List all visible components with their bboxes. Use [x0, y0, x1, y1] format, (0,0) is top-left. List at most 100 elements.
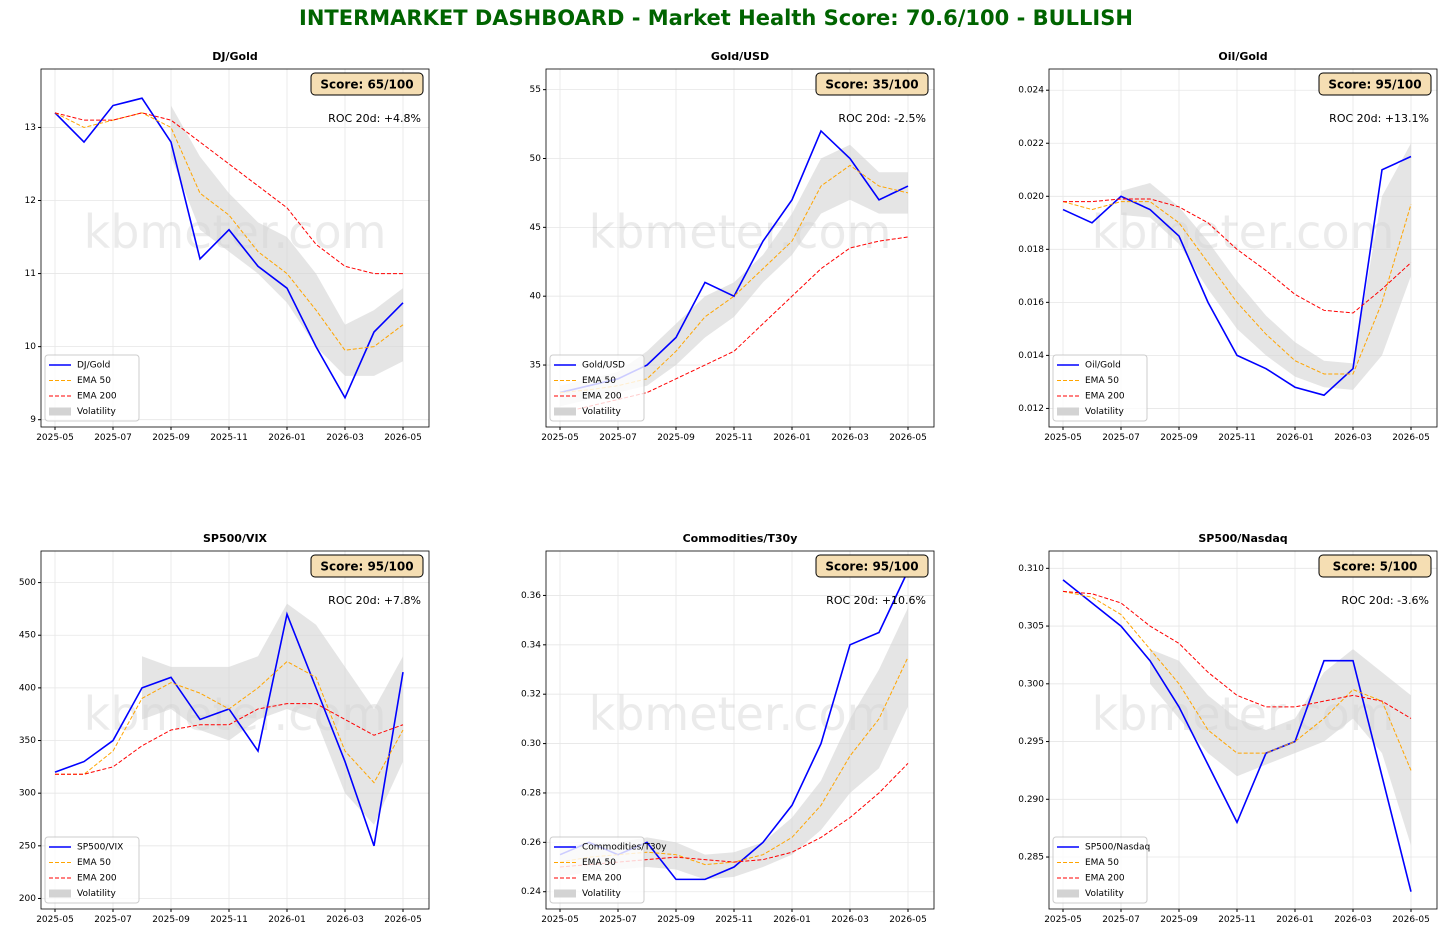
x-tick-label: 2026-03	[326, 915, 364, 925]
series-line	[55, 660, 404, 784]
x-tick-label: 2025-07	[94, 433, 132, 443]
series-line	[55, 703, 404, 775]
y-tick-label: 0.295	[1018, 737, 1044, 747]
legend-swatch	[49, 889, 71, 898]
y-tick-label: 45	[530, 223, 541, 233]
y-tick-label: 40	[530, 292, 542, 302]
x-tick-label: 2026-03	[326, 433, 364, 443]
y-tick-label: 11	[25, 269, 36, 279]
roc-annotation: ROC 20d: +10.6%	[826, 594, 926, 607]
legend-label: Volatility	[582, 407, 622, 417]
x-tick-label: 2025-05	[541, 433, 579, 443]
x-tick-label: 2026-05	[1392, 433, 1430, 443]
legend-label: Volatility	[1085, 889, 1125, 899]
series-line	[1062, 590, 1412, 719]
y-tick-label: 0.24	[521, 887, 541, 897]
x-tick-label: 2026-03	[1334, 433, 1372, 443]
volatility-band	[171, 105, 403, 376]
y-tick-label: 350	[19, 736, 36, 746]
score-box	[1318, 72, 1432, 96]
y-tick-label: 12	[25, 196, 36, 206]
series-line	[1062, 201, 1412, 375]
watermark: kbmeter.com	[589, 205, 892, 259]
y-tick-label: 400	[19, 683, 36, 693]
legend-box	[44, 354, 140, 422]
y-tick-label: 0.012	[1018, 404, 1044, 414]
legend-label: EMA 200	[77, 874, 117, 884]
subplot-title: DJ/Gold	[212, 50, 257, 63]
legend-label: DJ/Gold	[77, 361, 110, 371]
score-label: Score: 95/100	[825, 560, 918, 574]
y-tick-label: 0.016	[1018, 298, 1044, 308]
y-tick-label: 300	[19, 789, 36, 799]
legend-label: Volatility	[77, 407, 117, 417]
x-tick-label: 2025-07	[1102, 433, 1140, 443]
volatility-band	[142, 603, 403, 825]
series-line	[559, 164, 909, 394]
y-tick-label: 0.26	[521, 838, 541, 848]
x-tick-label: 2026-03	[1334, 915, 1372, 925]
roc-annotation: ROC 20d: +13.1%	[1329, 112, 1429, 125]
x-tick-label: 2026-05	[384, 433, 422, 443]
legend-label: Volatility	[582, 889, 622, 899]
x-tick-label: 2025-11	[715, 915, 753, 925]
x-tick-label: 2026-01	[1276, 433, 1314, 443]
subplot-title: Gold/USD	[711, 50, 769, 63]
x-tick-label: 2025-07	[599, 915, 637, 925]
plot-frame	[40, 68, 430, 428]
x-tick-label: 2025-11	[1218, 915, 1256, 925]
x-tick-label: 2025-05	[541, 915, 579, 925]
x-tick-label: 2026-05	[889, 915, 927, 925]
x-tick-label: 2025-07	[599, 433, 637, 443]
series-line	[1062, 579, 1412, 892]
legend-label: EMA 50	[77, 858, 111, 868]
legend-label: EMA 50	[1085, 376, 1119, 386]
score-label: Score: 65/100	[320, 78, 413, 92]
x-tick-label: 2025-09	[1160, 915, 1198, 925]
subplot: Gold/USD 35 40 45 50 55 2025-05 2025-07 2025-09 2…	[530, 50, 935, 443]
series-line	[54, 97, 404, 400]
legend-label: Commodities/T30y	[582, 843, 667, 853]
score-box	[815, 554, 929, 578]
legend-swatch	[49, 407, 71, 416]
score-label: Score: 5/100	[1333, 560, 1418, 574]
series-line	[1063, 198, 1412, 314]
x-tick-label: 2025-09	[657, 915, 695, 925]
legend-box	[1052, 836, 1148, 904]
legend-label: EMA 200	[582, 874, 622, 884]
y-tick-label: 0.32	[521, 690, 541, 700]
x-tick-label: 2025-11	[210, 915, 248, 925]
legend-label: Volatility	[77, 889, 117, 899]
volatility-band	[560, 607, 908, 880]
x-tick-label: 2025-11	[715, 433, 753, 443]
y-tick-label: 0.305	[1018, 622, 1044, 632]
score-label: Score: 35/100	[825, 78, 918, 92]
roc-annotation: ROC 20d: -3.6%	[1341, 594, 1429, 607]
legend-box	[1052, 354, 1148, 422]
y-tick-label: 35	[530, 361, 541, 371]
x-tick-label: 2026-05	[384, 915, 422, 925]
y-tick-label: 0.020	[1018, 192, 1044, 202]
dashboard-title: INTERMARKET DASHBOARD - Market Health Sc…	[299, 6, 1133, 30]
subplot: Commodities/T30y 0.24 0.26 0.28 0.30 0.32 0.34…	[521, 532, 935, 925]
subplot-title: SP500/VIX	[203, 532, 268, 545]
x-tick-label: 2025-09	[1160, 433, 1198, 443]
x-tick-label: 2026-01	[268, 915, 306, 925]
y-tick-label: 0.285	[1018, 853, 1044, 863]
x-tick-label: 2026-01	[268, 433, 306, 443]
legend-label: EMA 200	[1085, 392, 1125, 402]
x-tick-label: 2026-03	[831, 915, 869, 925]
x-tick-label: 2025-11	[210, 433, 248, 443]
plot-frame	[40, 550, 430, 910]
series-line	[1062, 590, 1412, 771]
x-tick-label: 2025-07	[1102, 915, 1140, 925]
series-line	[54, 112, 404, 351]
x-tick-label: 2025-05	[1044, 433, 1082, 443]
y-tick-label: 0.022	[1018, 139, 1044, 149]
y-tick-label: 0.300	[1018, 679, 1044, 689]
x-tick-label: 2025-09	[152, 433, 190, 443]
y-tick-label: 200	[19, 894, 36, 904]
subplot: SP500/Nasdaq 0.285 0.290 0.295 0.300 0.305 0.3…	[1018, 532, 1438, 925]
legend-label: EMA 200	[582, 392, 622, 402]
y-tick-label: 0.310	[1018, 564, 1044, 574]
